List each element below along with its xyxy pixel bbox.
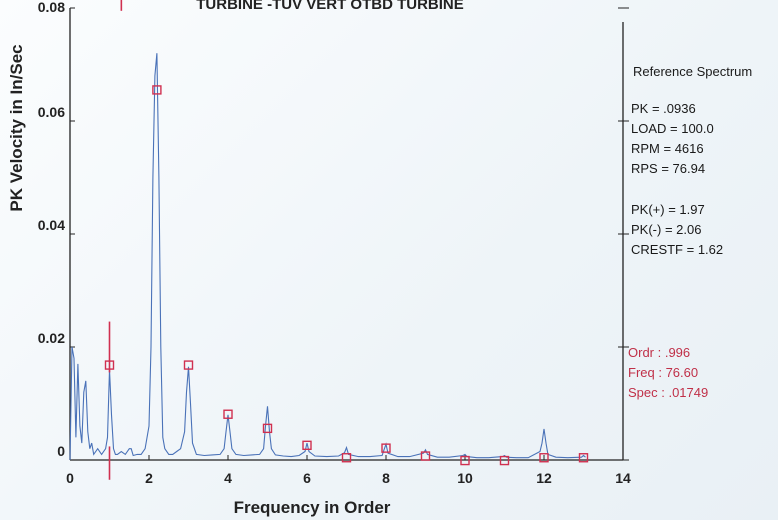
pk-value: PK = .0936 [631,101,696,116]
x-tick-label: 2 [145,470,153,486]
y-tick-label: 0.08 [38,0,65,15]
harmonic-marker [223,409,233,419]
harmonic-marker [420,451,431,461]
tick-labels: 0 2 4 6 8 10 12 14 0 0.02 0.04 0.06 0.08 [38,0,631,486]
cursor-frequency-readout: Freq : 76.60 [628,365,699,380]
load-value: LOAD = 100.0 [631,121,714,136]
x-tick-label: 8 [382,470,390,486]
cursor-lines [108,0,123,480]
harmonic-marker [539,453,549,463]
y-tick-label: 0.02 [38,330,65,346]
chart-title: TURBINE -TUV VERT OTBD TURBINE [196,0,464,13]
x-axis-label: Frequency in Order [234,498,391,517]
pk-plus-value: PK(+) = 1.97 [631,202,705,217]
x-tick-label: 4 [224,470,232,486]
pk-minus-value: PK(-) = 2.06 [631,222,702,237]
harmonic-markers [104,85,589,466]
crest-factor-value: CRESTF = 1.62 [631,242,724,257]
harmonic-marker [262,423,273,434]
harmonic-marker [183,360,194,370]
harmonic-marker [460,455,470,466]
cursor-spectrum-readout: Spec : .01749 [628,385,709,400]
harmonic-marker [341,453,352,463]
x-tick-label: 0 [66,470,74,486]
y-axis-label: PK Velocity in In/Sec [7,44,26,211]
harmonic-marker [302,440,312,451]
y-tick-label: 0 [57,443,65,459]
spectrum-trace [69,53,586,461]
harmonic-marker [381,443,391,453]
rps-value: RPS = 76.94 [631,161,706,176]
x-tick-label: 10 [457,470,473,486]
x-tick-label: 12 [536,470,552,486]
y-tick-label: 0.04 [38,217,65,233]
harmonic-marker [152,85,162,95]
harmonic-marker [499,455,510,466]
chart-axes [69,7,629,461]
reference-spectrum-heading: Reference Spectrum [633,64,753,79]
harmonic-marker [578,453,589,463]
y-tick-label: 0.06 [38,104,65,120]
cursor-order-readout: Ordr : .996 [628,345,691,360]
rpm-value: RPM = 4616 [631,141,704,156]
x-tick-label: 14 [615,470,631,486]
x-tick-label: 6 [303,470,311,486]
